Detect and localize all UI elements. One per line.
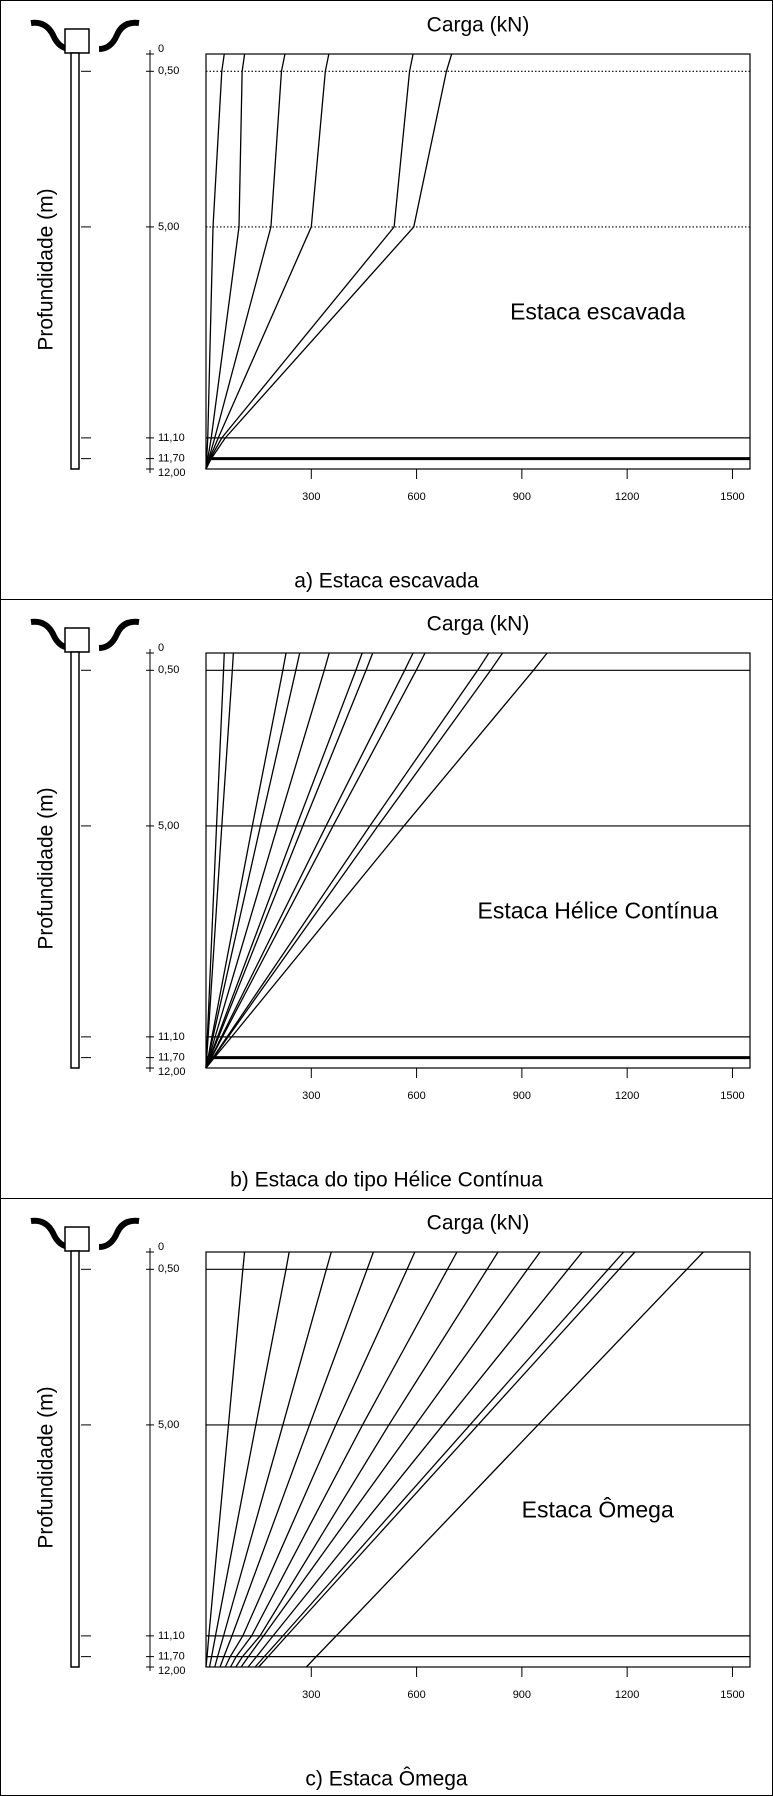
figure: Carga (kN) Profundidade (m) Estaca escavad… (0, 0, 773, 1796)
y-tick-label: 11,10 (158, 432, 185, 444)
annotation: Estaca Hélice Contínua (478, 897, 719, 923)
load-curve (210, 1252, 290, 1667)
load-curve (206, 54, 329, 469)
load-curve (241, 1252, 540, 1667)
x-tick-label: 900 (513, 1090, 531, 1102)
x-tick-label: 1200 (615, 1090, 639, 1102)
y-tick-label: 0 (158, 1241, 164, 1253)
plot-frame (206, 653, 750, 1068)
x-tick-label: 600 (407, 1090, 425, 1102)
plot-frame (206, 54, 750, 469)
x-tick-label: 900 (513, 1689, 531, 1701)
y-axis-label: Profundidade (m) (35, 787, 58, 949)
load-curve (206, 653, 425, 1068)
pile-shaft (71, 53, 79, 469)
load-curve (206, 54, 452, 469)
x-tick-label: 600 (407, 491, 425, 503)
load-curve (255, 1252, 624, 1667)
y-tick-label: 5,00 (158, 820, 179, 832)
load-curve (206, 653, 413, 1068)
pile-cap (65, 628, 89, 652)
x-tick-label: 300 (302, 491, 320, 503)
pile-cap (65, 1227, 89, 1251)
chart-panel: Carga (kN) Profundidade (m) Estaca Hélice … (1, 599, 772, 1198)
load-curve (206, 653, 547, 1068)
x-tick-label: 900 (513, 491, 531, 503)
load-curve (248, 1252, 582, 1667)
x-tick-label: 1200 (615, 491, 639, 503)
load-curve (259, 1252, 635, 1667)
annotation: Estaca escavada (510, 298, 685, 324)
caption: a) Estaca escavada (294, 570, 479, 593)
y-tick-label: 5,00 (158, 1419, 179, 1431)
y-tick-label: 5,00 (158, 221, 179, 233)
load-curve (225, 1252, 415, 1667)
load-curve (206, 653, 286, 1068)
x-tick-label: 600 (407, 1689, 425, 1701)
y-tick-label: 11,70 (158, 453, 185, 465)
chart-panel: Carga (kN) Profundidade (m) Estaca escavad… (1, 1, 772, 599)
x-tick-label: 300 (302, 1090, 320, 1102)
load-curve (215, 1252, 332, 1667)
load-curve (206, 653, 503, 1068)
x-tick-label: 300 (302, 1689, 320, 1701)
y-tick-label: 0,50 (158, 65, 179, 77)
load-curve (220, 1252, 373, 1667)
caption: b) Estaca do tipo Hélice Contínua (230, 1169, 543, 1192)
chart-panel: Carga (kN) Profundidade (m) Estaca Ômega c)… (1, 1198, 772, 1795)
y-tick-label: 11,70 (158, 1052, 185, 1064)
caption: c) Estaca Ômega (305, 1768, 468, 1791)
y-tick-label: 0 (158, 642, 164, 654)
pile-shaft (71, 652, 79, 1068)
x-tick-label: 1500 (720, 491, 744, 503)
load-curve (236, 1252, 498, 1667)
y-tick-label: 12,00 (158, 1066, 186, 1078)
y-tick-label: 12,00 (158, 467, 186, 479)
chart-title: Carga (kN) (427, 1212, 530, 1235)
x-tick-label: 1500 (720, 1689, 744, 1701)
load-curve (231, 1252, 457, 1667)
load-curve (206, 653, 373, 1068)
x-tick-label: 1500 (720, 1090, 744, 1102)
y-tick-label: 11,10 (158, 1031, 185, 1043)
y-tick-label: 11,10 (158, 1630, 185, 1642)
pile-shaft (71, 1251, 79, 1667)
load-curve (206, 54, 285, 469)
load-curve (206, 1252, 245, 1667)
y-tick-label: 11,70 (158, 1651, 185, 1663)
y-tick-label: 12,00 (158, 1665, 186, 1677)
y-tick-label: 0,50 (158, 664, 179, 676)
annotation: Estaca Ômega (522, 1495, 674, 1522)
y-axis-label: Profundidade (m) (35, 1386, 58, 1548)
pile-cap (65, 29, 89, 53)
y-tick-label: 0 (158, 43, 164, 55)
y-axis-label: Profundidade (m) (35, 188, 58, 350)
x-tick-label: 1200 (615, 1689, 639, 1701)
y-tick-label: 0,50 (158, 1263, 179, 1275)
chart-title: Carga (kN) (427, 613, 530, 636)
load-curve (206, 653, 224, 1068)
load-curve (206, 653, 329, 1068)
load-curve (306, 1252, 703, 1667)
chart-title: Carga (kN) (427, 14, 530, 37)
plot-frame (206, 1252, 750, 1667)
